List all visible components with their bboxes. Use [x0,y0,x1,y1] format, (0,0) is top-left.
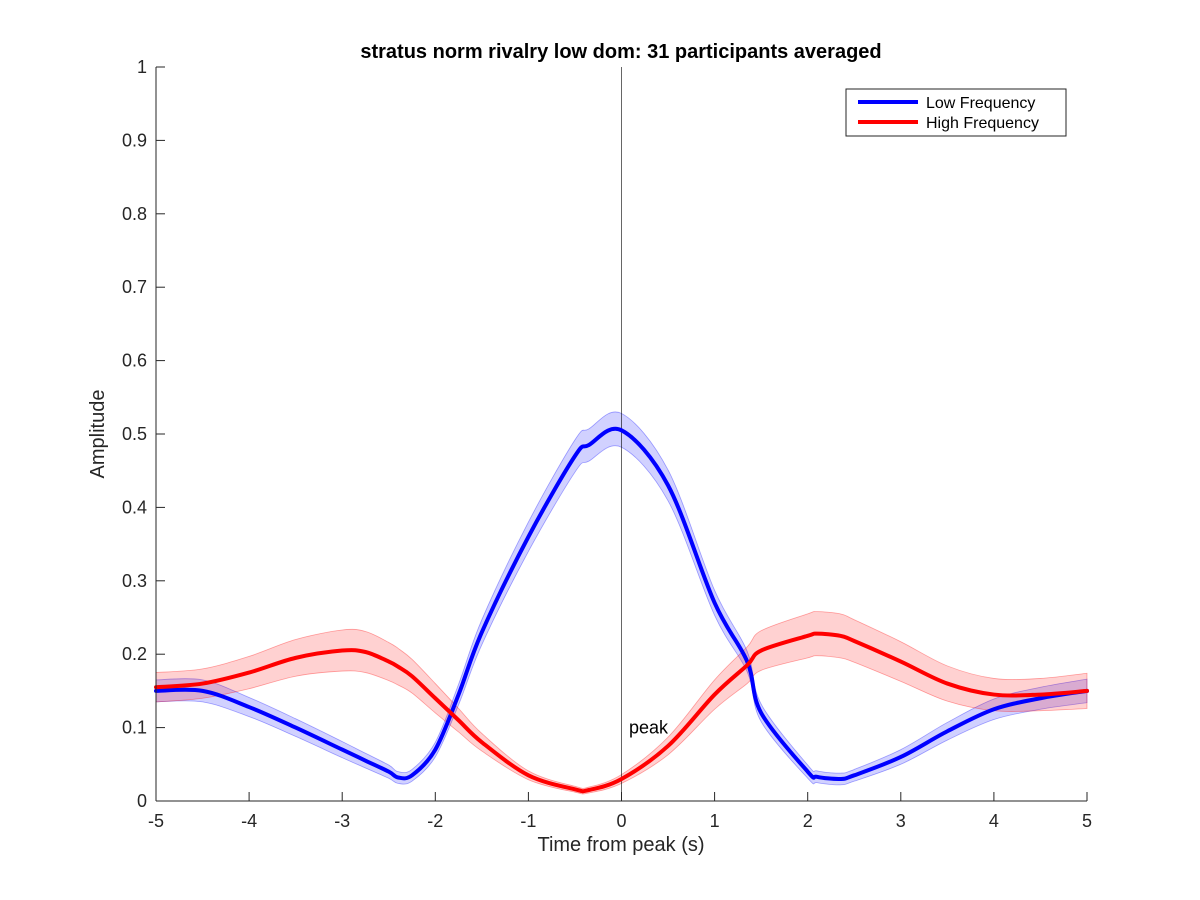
y-tick-label: 0 [137,791,147,811]
band-high-frequency [155,611,1088,795]
x-axis-ticks: -5 -4 -3 -2 -1 0 1 2 3 4 5 [148,792,1092,831]
legend: Low Frequency High Frequency [845,88,1067,137]
y-tick-label: 0.7 [122,277,147,297]
y-tick-label: 0.5 [122,424,147,444]
y-tick-label: 1 [137,57,147,77]
legend-label-high-frequency: High Frequency [926,115,1039,132]
band-low-frequency [155,411,1088,786]
x-tick-label: 5 [1082,811,1092,831]
series-line-low-frequency [154,426,1089,782]
y-tick-label: 0.1 [122,718,147,738]
series-lines [154,426,1089,794]
legend-box [845,88,1067,137]
legend-label-low-frequency: Low Frequency [926,95,1035,112]
x-tick-label: -3 [334,811,350,831]
x-tick-label: 4 [989,811,999,831]
x-tick-label: -2 [427,811,443,831]
x-tick-label: 3 [896,811,906,831]
y-axis-label: Amplitude [87,390,109,479]
x-tick-label: -4 [241,811,257,831]
y-tick-label: 0.6 [122,351,147,371]
x-tick-label: 2 [803,811,813,831]
y-axis-ticks: 0 0.1 0.2 0.3 0.4 0.5 0.6 0.7 0.8 0.9 1 [122,57,165,811]
y-tick-label: 0.2 [122,644,147,664]
confidence-bands [155,411,1088,795]
x-tick-label: 1 [710,811,720,831]
chart-title: stratus norm rivalry low dom: 31 partici… [360,41,881,63]
y-tick-label: 0.4 [122,497,147,517]
x-tick-label: -5 [148,811,164,831]
peak-annotation: peak [629,718,669,738]
series-line-high-frequency [154,631,1089,794]
y-tick-label: 0.8 [122,204,147,224]
x-tick-label: -1 [520,811,536,831]
y-tick-label: 0.3 [122,571,147,591]
y-tick-label: 0.9 [122,130,147,150]
x-axis-label: Time from peak (s) [537,834,704,856]
x-tick-label: 0 [616,811,626,831]
